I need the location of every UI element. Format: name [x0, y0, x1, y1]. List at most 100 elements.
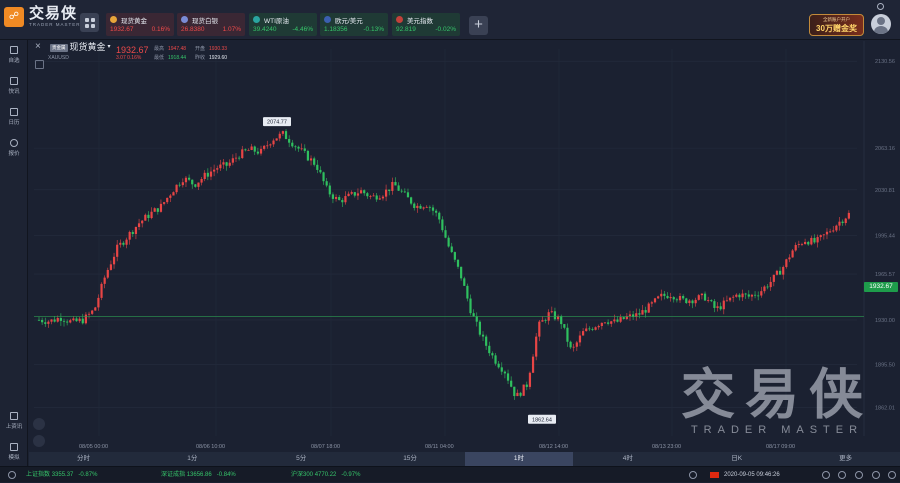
- sidebar-item-watchlist[interactable]: 自选: [0, 46, 28, 64]
- volume-icon[interactable]: [855, 471, 863, 479]
- candle-body: [622, 317, 625, 319]
- user-avatar[interactable]: [871, 14, 891, 34]
- candle-body: [603, 322, 607, 324]
- stat-value: 1918.44: [168, 55, 187, 61]
- sidebar-item-info[interactable]: 上资讯: [0, 412, 28, 430]
- notification-icon[interactable]: [838, 471, 846, 479]
- candle-body: [453, 252, 456, 260]
- candle-body: [516, 392, 519, 397]
- candle-body: [591, 329, 594, 330]
- tab-timeframe[interactable]: 分时: [76, 455, 90, 462]
- candle-body: [494, 355, 497, 364]
- candle-body: [819, 235, 822, 238]
- candle-body: [581, 331, 585, 336]
- index-item: 上证指数 3355.37 -0.87%: [26, 467, 97, 483]
- ticker-change: 1.07%: [222, 26, 241, 33]
- apps-grid-button[interactable]: [80, 13, 99, 32]
- chart-line-icon: [10, 139, 18, 147]
- candle-body: [56, 318, 59, 322]
- tab-timeframe-active[interactable]: 1时: [464, 452, 574, 466]
- sidebar-label: 模拟: [8, 455, 20, 461]
- candle-body: [313, 158, 316, 165]
- candle-body: [425, 206, 428, 208]
- candle-body: [181, 182, 184, 186]
- candlestick-chart[interactable]: 2130.56 2063.16 2030.81 1995.44 1965.57 1930.…: [29, 41, 900, 452]
- ticker-gold[interactable]: 现货黄金 1932.67 0.16%: [106, 13, 174, 36]
- candle-body: [284, 131, 288, 140]
- candle-body: [97, 297, 100, 308]
- stat-value: 1947.48: [168, 46, 187, 52]
- candle-body: [775, 270, 779, 275]
- fullscreen-icon[interactable]: [872, 471, 880, 479]
- candle-body: [544, 320, 547, 321]
- chat-icon[interactable]: [822, 471, 830, 479]
- candle-body: [719, 306, 722, 310]
- candle-body: [359, 190, 363, 194]
- candle-body: [838, 221, 841, 226]
- candle-body: [678, 296, 682, 301]
- tab-timeframe[interactable]: 1分: [187, 455, 198, 462]
- candle-body: [613, 319, 616, 322]
- candle-body: [122, 242, 125, 245]
- candle-body: [657, 296, 660, 299]
- candle-body: [460, 266, 463, 279]
- candle-body: [84, 314, 88, 324]
- gear-icon[interactable]: [888, 471, 896, 479]
- sidebar-item-calendar[interactable]: 日历: [0, 108, 28, 126]
- headset-icon[interactable]: [8, 471, 16, 479]
- sidebar-item-demo[interactable]: 模拟: [0, 443, 28, 461]
- promo-banner[interactable]: 全新账户开户 30万赠金奖: [809, 14, 864, 36]
- candle-body: [760, 291, 763, 296]
- candle-body: [344, 196, 347, 203]
- candle-body: [832, 230, 835, 232]
- candle-body: [435, 210, 438, 213]
- settings-icon[interactable]: [877, 3, 884, 10]
- annotation-box: [263, 117, 291, 127]
- chevron-down-icon[interactable]: ▾: [107, 44, 111, 50]
- tab-more[interactable]: 更多: [839, 455, 853, 462]
- ticker-wti[interactable]: WTI原油 39.4240 -4.46%: [249, 13, 317, 36]
- candle-body: [169, 195, 172, 198]
- y-tick-label: 1995.44: [875, 233, 895, 239]
- candle-body: [525, 384, 528, 387]
- candle-body: [328, 185, 331, 195]
- change-pct: 0.16%: [127, 55, 142, 61]
- indicator-icon[interactable]: [33, 418, 45, 430]
- candle-body: [550, 311, 553, 313]
- candle-body: [125, 239, 128, 245]
- candle-body: [275, 138, 278, 141]
- app-logo[interactable]: ☍ 交易侠 TRADER MASTER: [4, 6, 81, 28]
- symbol-name[interactable]: 现货黄金: [69, 42, 106, 52]
- sidebar-label: 上资讯: [5, 424, 23, 430]
- candle-body: [166, 197, 169, 203]
- tab-timeframe[interactable]: 日K: [731, 455, 743, 462]
- pen-icon[interactable]: [33, 435, 45, 447]
- ticker-price: 92.819: [396, 26, 416, 33]
- ticker-silver[interactable]: 现货白银 26.8380 1.07%: [177, 13, 245, 36]
- ticker-usd-index[interactable]: 美元指数 92.819 -0.02%: [392, 13, 460, 36]
- sidebar-item-news[interactable]: 快讯: [0, 77, 28, 95]
- tab-timeframe[interactable]: 5分: [296, 455, 307, 462]
- sidebar-item-quotes[interactable]: 报价: [0, 139, 28, 157]
- tab-timeframe[interactable]: 4时: [622, 455, 633, 462]
- candle-body: [416, 205, 419, 208]
- x-tick-label: 08/11 04:00: [425, 444, 454, 450]
- candle-body: [800, 244, 804, 245]
- ticker-change: -4.46%: [292, 26, 313, 33]
- app-name-en: TRADER MASTER: [29, 22, 81, 27]
- candle-body: [672, 297, 675, 300]
- expand-icon[interactable]: [35, 60, 44, 69]
- candle-body: [691, 300, 694, 304]
- candle-body: [794, 245, 797, 251]
- candle-body: [134, 226, 138, 234]
- candle-body: [466, 285, 469, 299]
- annotation-label: 2074.77: [267, 120, 287, 126]
- candle-body: [194, 184, 197, 187]
- candle-body: [69, 320, 72, 323]
- candle-body: [560, 316, 563, 325]
- add-ticker-button[interactable]: +: [469, 16, 488, 35]
- tab-timeframe[interactable]: 15分: [403, 455, 417, 462]
- ticker-eurusd[interactable]: 欧元/美元 1.18356 -0.13%: [320, 13, 388, 36]
- close-icon[interactable]: ×: [35, 41, 41, 52]
- candle-body: [697, 295, 700, 300]
